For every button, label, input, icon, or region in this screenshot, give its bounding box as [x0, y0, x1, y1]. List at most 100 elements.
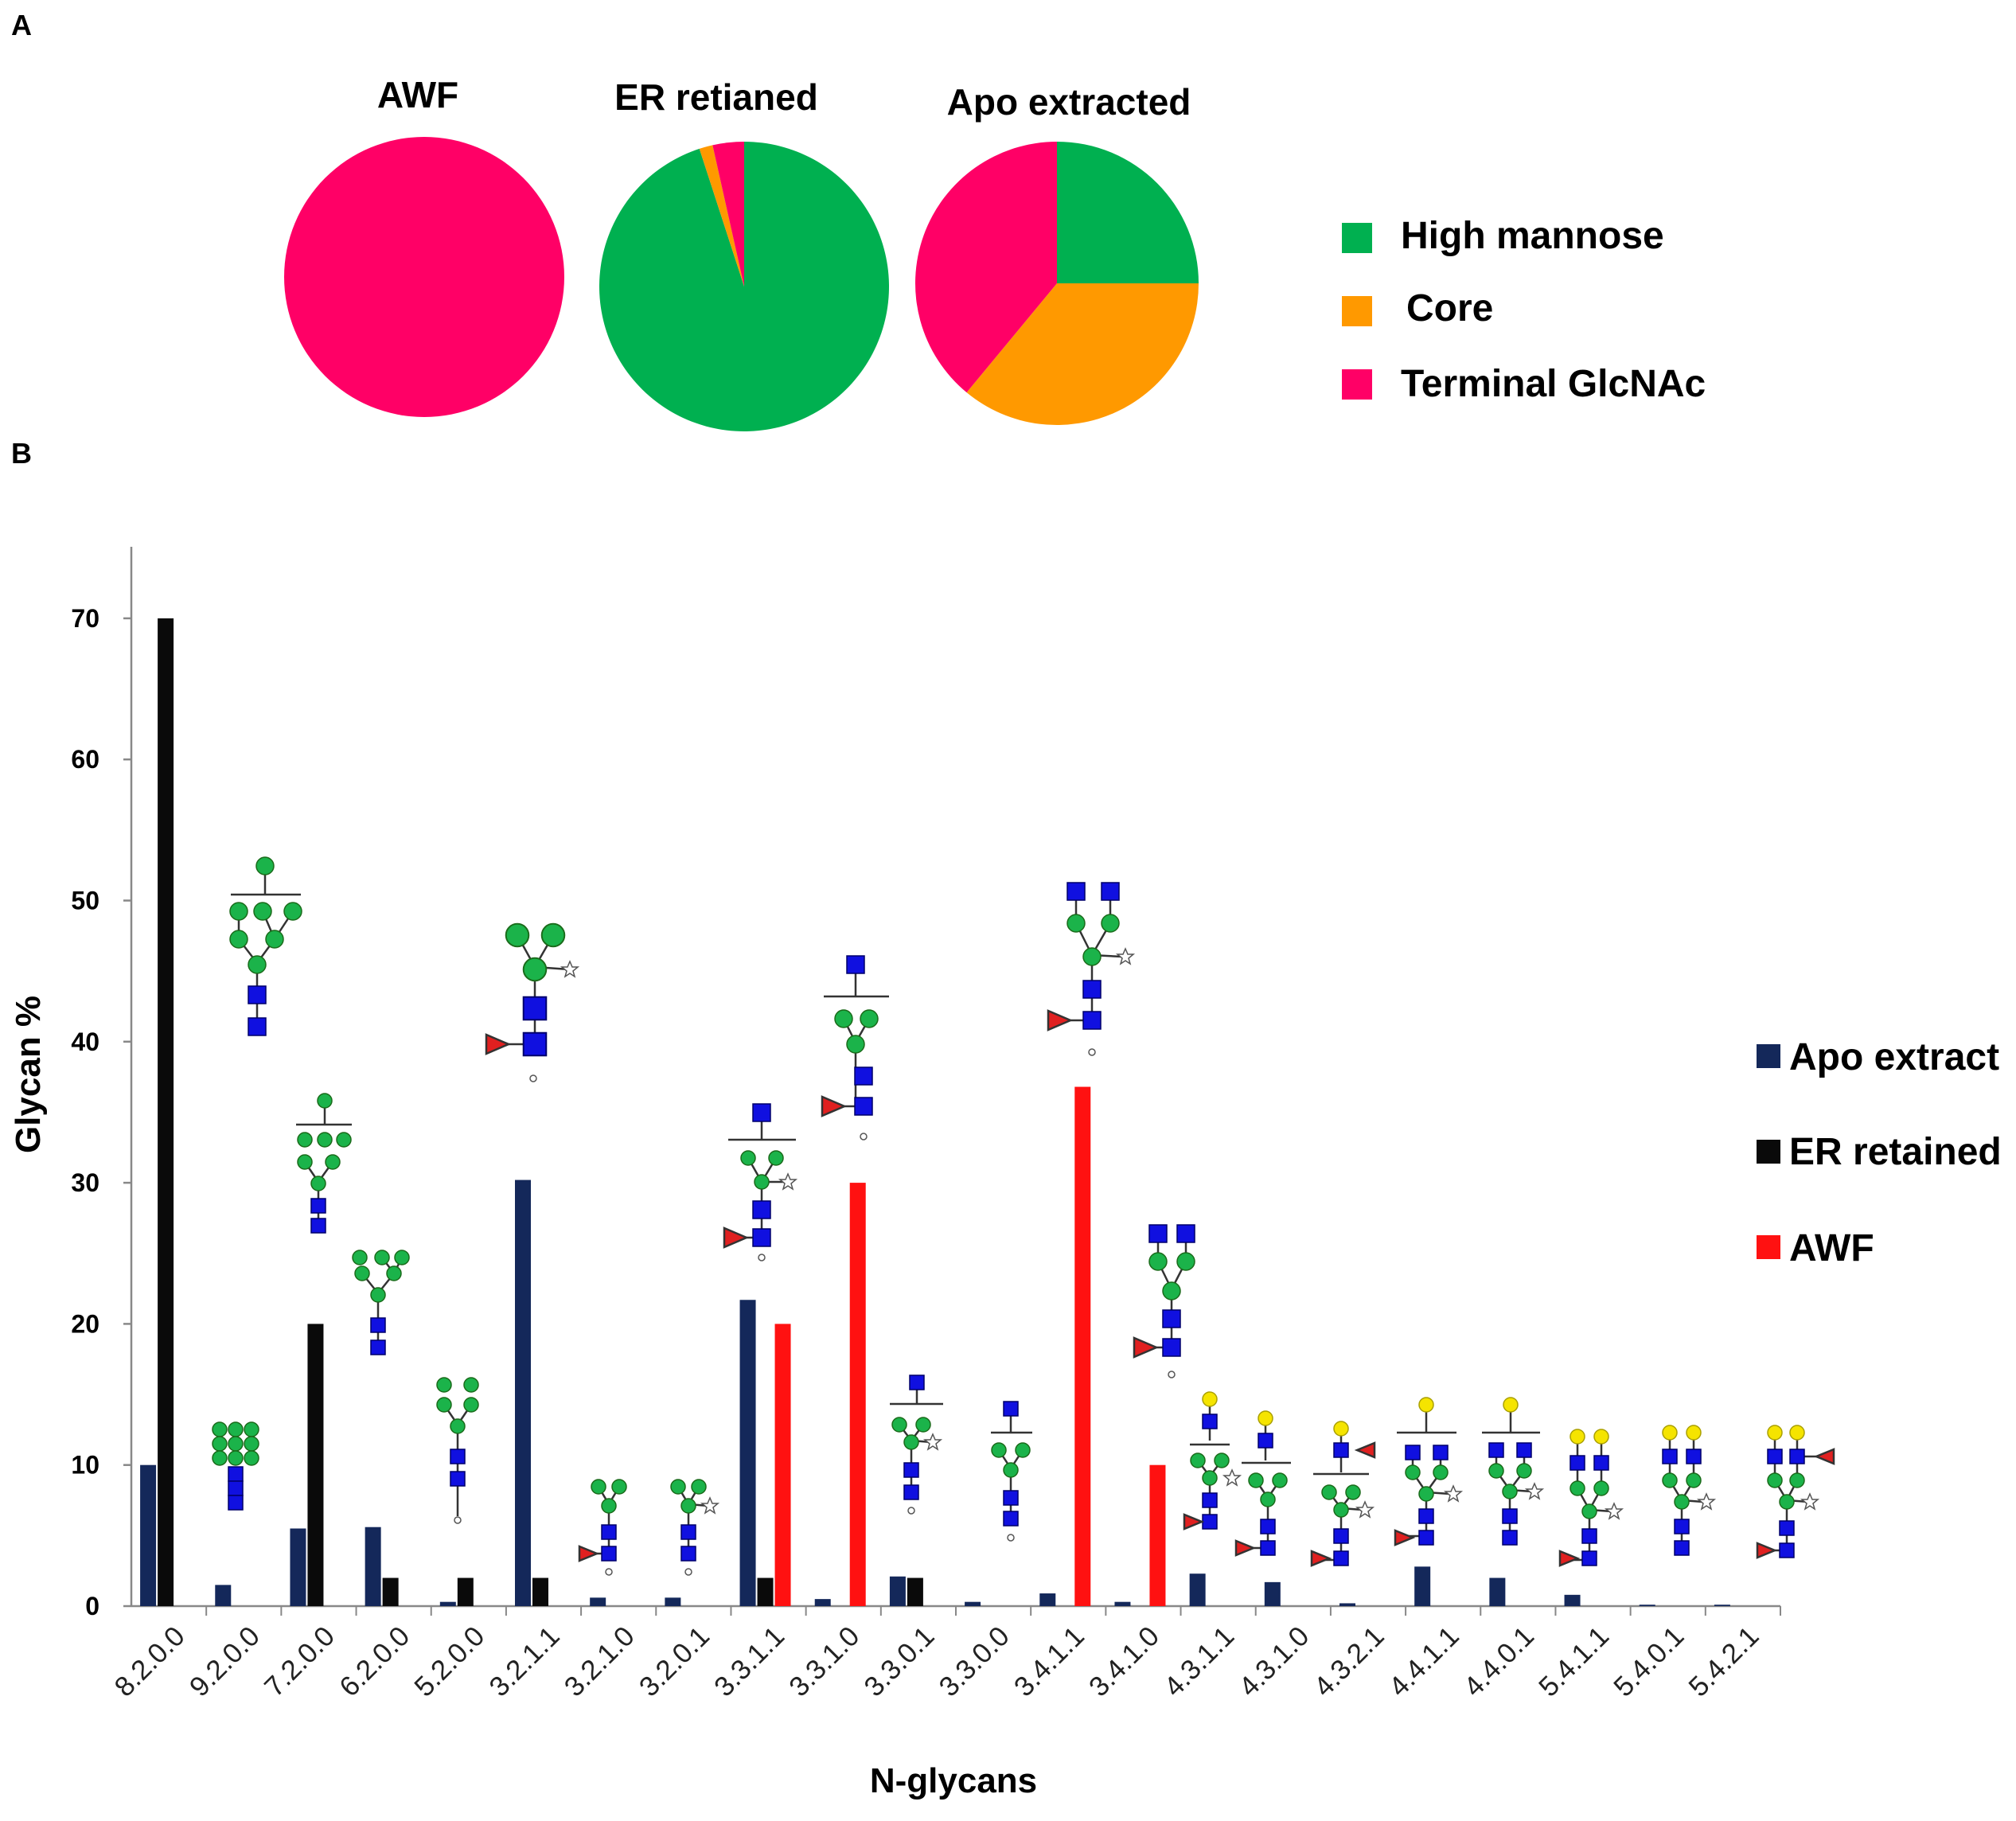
y-tick-label: 30: [71, 1168, 99, 1197]
y-axis: 0 10 20 30 40 50 60 70: [71, 604, 131, 1620]
bar-er-retained-8-2-0-0: [158, 618, 174, 1606]
bar-apo-extract-3-3-0-0: [965, 1601, 981, 1606]
glycan-structure-icons: [211, 856, 1835, 1577]
bar-apo-extract-4-4-0-1: [1489, 1577, 1506, 1606]
glycan-icon-gnmx: [890, 1374, 943, 1515]
pie-title-apo-extracted: Apo extracted: [947, 81, 1191, 123]
bar-apo-extract-9-2-0-0: [215, 1585, 232, 1606]
bar-apo-extract-4-4-1-1: [1414, 1566, 1431, 1606]
legend-swatch-high-mannose: [1342, 223, 1372, 253]
x-tick-label: 3.4.1.1: [1008, 1620, 1090, 1702]
glycan-icon-man9: [228, 856, 303, 1037]
glycan-icon-gnmxf: [723, 1102, 797, 1262]
bar-er-retained-3-3-1-1: [757, 1577, 774, 1606]
x-tick-label: 3.3.0.0: [933, 1620, 1015, 1702]
y-tick-label: 10: [71, 1451, 99, 1480]
glycan-icon-mmxf-large: [485, 922, 579, 1083]
x-tick-label: 3.4.1.0: [1083, 1620, 1165, 1702]
y-tick-label: 40: [71, 1027, 99, 1056]
x-tick-label: 3.3.0.1: [858, 1620, 940, 1702]
bar-apo-extract-7-2-0-0: [290, 1528, 306, 1606]
y-axis-title: Glycan %: [9, 996, 48, 1153]
pie-awf: [284, 137, 564, 417]
x-tick-label: 4.4.0.1: [1458, 1620, 1540, 1702]
bar-awf-3-3-1-1: [774, 1324, 791, 1606]
x-tick-label: 4.3.1.1: [1158, 1620, 1240, 1702]
bar-apo-extract-4-3-1-0: [1264, 1581, 1281, 1606]
x-tick-label: 5.2.0.0: [408, 1620, 490, 1702]
y-tick-label: 50: [71, 887, 99, 915]
x-tick-label: 5.4.0.1: [1608, 1620, 1690, 1702]
glycan-icon-gngnxf: [1047, 881, 1135, 1057]
bar-awf-3-4-1-0: [1149, 1464, 1166, 1606]
legend-label-er-retained: ER retained: [1789, 1131, 2002, 1173]
bar-apo-extract-3-3-1-1: [739, 1300, 756, 1606]
bar-apo-extract-6-2-0-0: [365, 1527, 381, 1606]
panel-label-b: B: [11, 437, 32, 470]
legend-label-high-mannose: High mannose: [1401, 215, 1664, 257]
x-tick-label: 5.4.1.1: [1533, 1620, 1615, 1702]
pie-apo-extracted: [914, 142, 1199, 426]
pie-slice-apo-extracted-terminal-glcnac: [914, 142, 1057, 393]
x-tick-label: 9.2.0.0: [184, 1620, 266, 1702]
legend-swatch-awf: [1757, 1235, 1780, 1259]
glycan-icon-agnf: [1234, 1410, 1291, 1557]
legend-swatch-apo-extract: [1757, 1044, 1780, 1068]
pie-slice-apo-extracted-high-mannose: [1057, 142, 1199, 283]
pie-title-er-retained: ER retianed: [614, 76, 818, 118]
pie-slice-apo-extracted-core: [966, 283, 1199, 426]
bar-apo-extract-3-4-1-0: [1114, 1601, 1131, 1606]
glycan-icon-aax: [1661, 1424, 1716, 1557]
legend-label-apo-extract: Apo extract: [1789, 1036, 1999, 1078]
pie-title-awf: AWF: [377, 74, 458, 115]
glycan-icon-gnmf: [821, 954, 889, 1141]
x-axis-title: N-glycans: [870, 1761, 1037, 1800]
legend-label-terminal-glcnac: Terminal GlcNAc: [1401, 363, 1706, 405]
x-tick-label: 3.2.0.1: [634, 1620, 716, 1702]
glycan-icon-gngnf: [1133, 1223, 1196, 1379]
x-tick-label: 4.3.2.1: [1308, 1620, 1390, 1702]
glycan-icon-agnxf: [1183, 1390, 1242, 1530]
bar-apo-extract-4-3-2-1: [1339, 1603, 1355, 1606]
bar-er-retained-3-3-0-1: [907, 1577, 923, 1606]
glycan-icon-man6: [351, 1249, 411, 1356]
bar-er-retained-3-2-1-1: [532, 1577, 548, 1606]
bar-apo-extract-4-3-1-1: [1189, 1573, 1206, 1606]
bar-er-retained-6-2-0-0: [382, 1577, 399, 1606]
bar-apo-extract-8-2-0-0: [140, 1464, 157, 1606]
pie-slice-er-retianed-terminal-glcnac: [712, 142, 744, 287]
bar-apo-extract-3-3-1-0: [814, 1599, 831, 1606]
x-tick-label: 3.2.1.0: [559, 1620, 641, 1702]
bar-apo-extract-3-2-1-1: [515, 1180, 531, 1606]
x-tick-label: 4.4.1.1: [1383, 1620, 1465, 1702]
panel-label-a: A: [11, 9, 32, 41]
bar-apo-extract-3-3-0-1: [889, 1576, 906, 1606]
x-tick-label: 3.3.1.0: [783, 1620, 865, 1702]
legend-swatch-core: [1342, 296, 1372, 326]
legend-label-core: Core: [1406, 287, 1493, 329]
pie-slice-awf-terminal-glcnac: [284, 137, 564, 417]
legend-label-awf: AWF: [1789, 1227, 1874, 1269]
glycan-icon-agnx: [1482, 1396, 1544, 1546]
glycan-icon-man5: [435, 1376, 480, 1525]
bar-er-retained-5-2-0-0: [457, 1577, 474, 1606]
legend-swatch-er-retained: [1757, 1140, 1780, 1164]
y-tick-label: 60: [71, 745, 99, 774]
pie-er-retained: [599, 142, 889, 431]
bar-awf-3-3-1-0: [849, 1183, 866, 1606]
glycan-icon-lea-xf: [1310, 1420, 1376, 1567]
x-tick-label: 3.3.1.1: [708, 1620, 790, 1702]
bar-apo-extract-5-2-0-0: [439, 1601, 456, 1606]
bar-er-retained-7-2-0-0: [307, 1324, 324, 1606]
bar-apo-extract-3-4-1-1: [1039, 1593, 1056, 1606]
x-tick-label: 6.2.0.0: [333, 1620, 415, 1702]
glycan-icon-agnxf-b: [1394, 1396, 1463, 1546]
bar-apo-extract-5-4-0-1: [1639, 1605, 1655, 1606]
bar-apo-extract-5-4-2-1: [1714, 1605, 1730, 1606]
x-tick-label: 4.3.1.0: [1233, 1620, 1315, 1702]
y-tick-label: 0: [85, 1592, 99, 1620]
y-tick-label: 70: [71, 604, 99, 633]
pie-legend: High mannose Core Terminal GlcNAc: [1342, 215, 1706, 405]
glycan-icon-aaxf-lea: [1756, 1424, 1835, 1559]
bar-legend: Apo extract ER retained AWF: [1757, 1036, 2002, 1269]
